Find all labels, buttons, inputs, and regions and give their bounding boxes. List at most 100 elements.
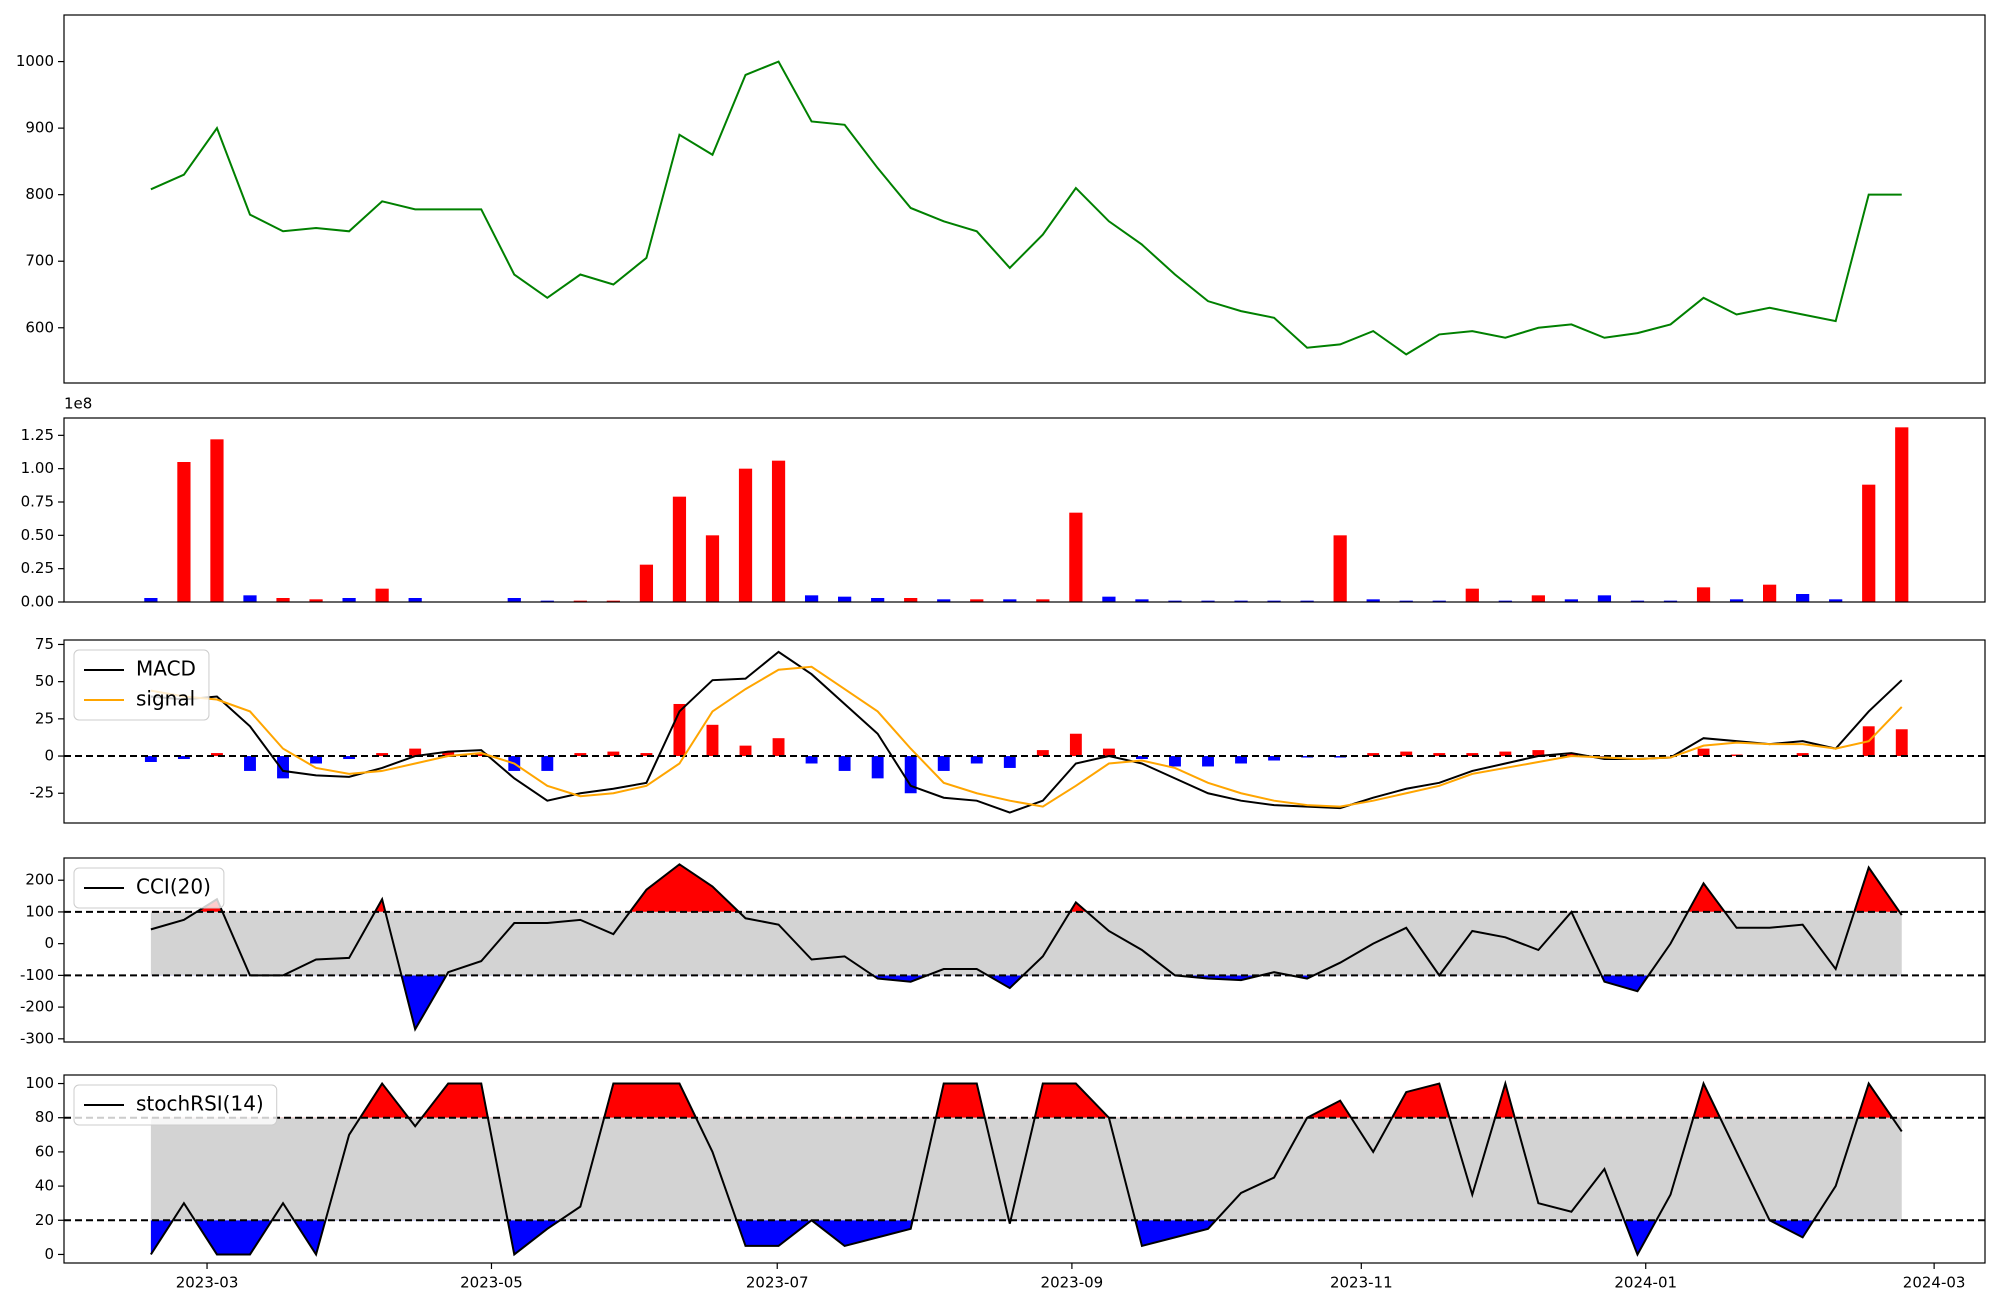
histogram-bar	[1400, 751, 1413, 757]
x-tick-label: 2023-05	[460, 1274, 523, 1292]
y-tick-label: 0	[44, 1245, 54, 1263]
volume-bar	[838, 596, 852, 602]
volume-bar	[309, 599, 323, 602]
volume-bar	[1630, 600, 1645, 602]
volume-bar	[1763, 584, 1777, 602]
volume-bar	[1399, 600, 1413, 602]
x-tick-label: 2023-07	[746, 1274, 809, 1292]
y-tick-label: 80	[35, 1108, 54, 1126]
y-tick-label: 0.75	[21, 493, 54, 511]
y-tick-label: 600	[25, 318, 54, 336]
volume-bar	[1036, 599, 1050, 602]
volume-bar	[1829, 599, 1843, 602]
series-line	[150, 665, 1903, 808]
legend-box	[73, 867, 225, 909]
volume-bar	[804, 595, 819, 602]
histogram-bar	[1003, 756, 1016, 768]
legend-label: stochRSI(14)	[136, 1092, 264, 1116]
histogram-bar	[1895, 729, 1908, 757]
volume-bar	[375, 588, 389, 602]
histogram-bar	[376, 753, 389, 757]
legend-label: CCI(20)	[136, 875, 211, 899]
volume-bar	[540, 600, 554, 602]
volume-bar	[871, 598, 885, 602]
histogram-bar	[409, 748, 422, 757]
series-line	[150, 1079, 1903, 1257]
histogram-bar	[805, 756, 818, 764]
volume-bar	[1895, 427, 1909, 602]
histogram-bar	[1367, 753, 1380, 757]
volume-bar	[1069, 512, 1083, 602]
y-tick-label: -100	[20, 966, 54, 984]
y-tick-label: 20	[35, 1211, 54, 1229]
x-tick-label: 2023-09	[1041, 1274, 1104, 1292]
histogram-bar	[1102, 748, 1115, 757]
histogram-bar	[1466, 753, 1479, 757]
y-tick-label: -300	[20, 1029, 54, 1047]
histogram-bar	[739, 745, 752, 757]
histogram-bar	[211, 753, 223, 757]
histogram-bar	[673, 703, 686, 757]
y-tick-label: 0	[44, 934, 54, 952]
histogram-bar	[310, 756, 323, 764]
volume-bar	[144, 598, 158, 602]
offset-label: 1e8	[64, 395, 92, 413]
y-tick-label: -25	[30, 784, 55, 802]
volume-bar	[672, 496, 687, 602]
axes-frame	[63, 1074, 1986, 1264]
y-tick-label: 1.00	[21, 459, 54, 477]
y-tick-label: 50	[35, 672, 54, 690]
volume-bar	[408, 598, 422, 602]
volume-bar	[639, 564, 654, 602]
volume-bar	[210, 439, 224, 602]
volume-bar	[1862, 484, 1876, 602]
histogram-bar	[442, 751, 455, 757]
volume-bar	[1333, 535, 1347, 602]
volume-bar	[573, 600, 587, 602]
x-tick-label: 2024-01	[1614, 1274, 1677, 1292]
histogram-bar	[1268, 756, 1281, 761]
histogram-bar	[904, 756, 917, 794]
histogram-bar	[277, 756, 289, 779]
series-line	[150, 60, 1902, 356]
y-tick-label: 100	[25, 902, 54, 920]
y-tick-label: 0.25	[21, 559, 54, 577]
volume-bar	[1465, 588, 1479, 602]
histogram-bar	[1532, 750, 1545, 757]
series-line	[150, 863, 1903, 1032]
y-tick-label: 25	[35, 709, 54, 727]
volume-bar	[606, 600, 620, 602]
histogram-bar	[1036, 750, 1049, 757]
y-tick-label: 1000	[16, 52, 54, 70]
volume-bar	[1102, 596, 1116, 602]
legend-label: signal	[136, 687, 195, 711]
histogram-bar	[144, 756, 157, 762]
x-tick-label: 2024-03	[1903, 1274, 1966, 1292]
histogram-bar	[937, 756, 950, 771]
histogram-bar	[970, 756, 983, 764]
y-tick-label: 900	[25, 119, 54, 137]
volume-bar	[177, 462, 191, 602]
volume-bar	[1366, 599, 1380, 602]
y-tick-label: 0	[44, 747, 54, 765]
volume-bar	[1663, 600, 1678, 602]
y-tick-label: 200	[25, 871, 54, 889]
volume-bar	[970, 599, 984, 602]
volume-bar	[1796, 594, 1810, 602]
volume-bar	[705, 535, 720, 602]
volume-bar	[276, 598, 290, 602]
histogram-bar	[640, 753, 653, 757]
y-tick-label: 1.25	[21, 426, 54, 444]
y-tick-label: -200	[20, 998, 54, 1016]
axes-frame	[63, 14, 1986, 384]
volume-bar	[1234, 600, 1248, 602]
above-fill	[360, 1083, 1893, 1118]
x-tick-label: 2023-11	[1330, 1274, 1393, 1292]
histogram-bar	[343, 756, 356, 760]
histogram-bar	[475, 753, 488, 757]
volume-bar	[243, 595, 257, 602]
volume-bar	[1135, 599, 1149, 602]
axes-frame	[63, 639, 1986, 824]
